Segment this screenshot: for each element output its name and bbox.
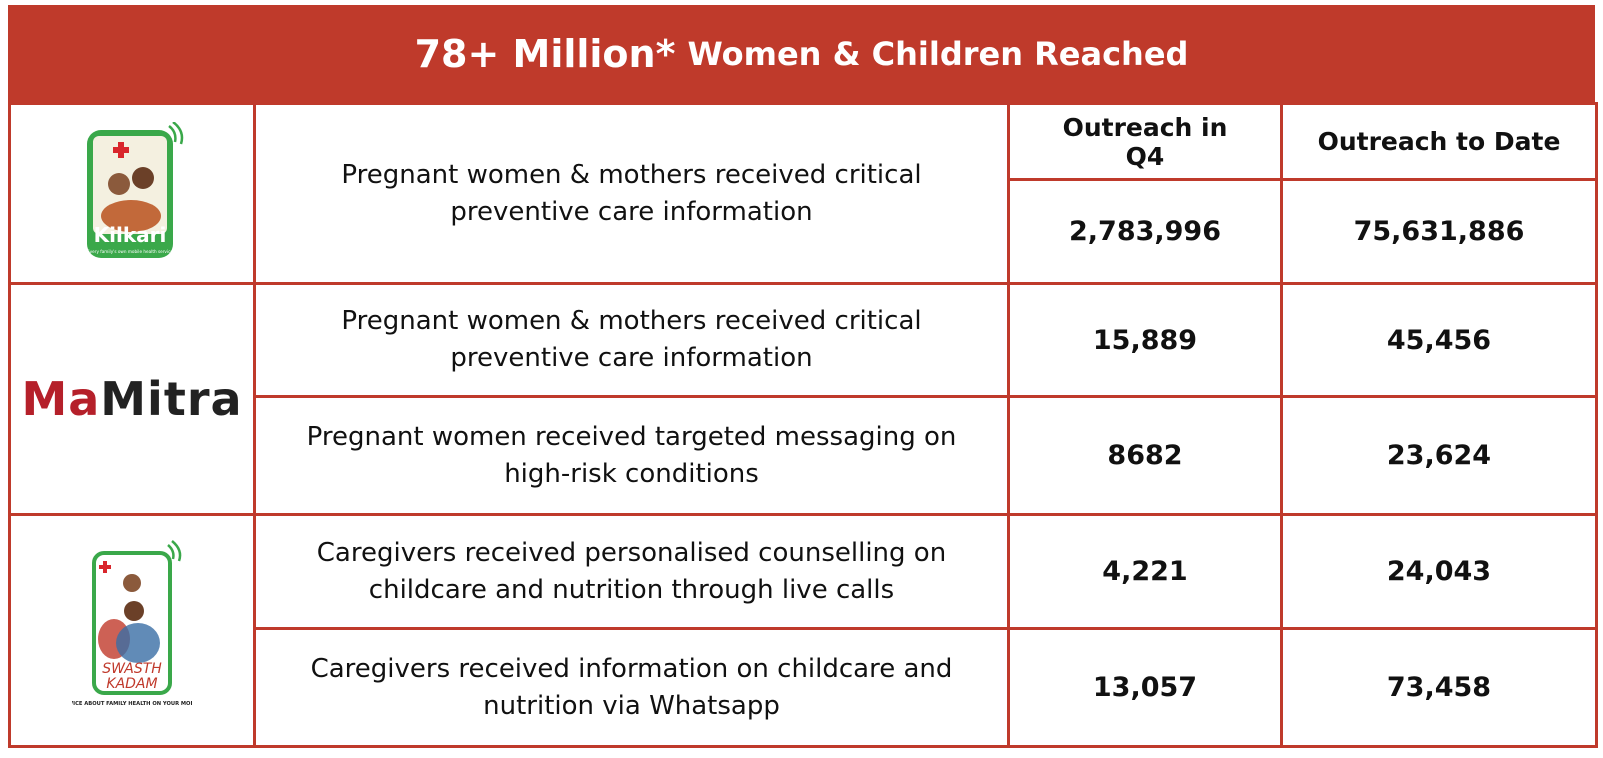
kilkari-logo: Kilkari Every family's own mobile health … xyxy=(77,122,187,262)
column-header: Outreach in Q4 xyxy=(1009,104,1282,180)
outreach-q4: 13,057 xyxy=(1009,629,1282,747)
cross-h xyxy=(99,565,111,569)
parent xyxy=(124,601,144,621)
title-bar: 78+ Million* Women & Children Reached xyxy=(8,5,1595,102)
title-rest: Women & Children Reached xyxy=(687,35,1188,73)
outreach-q4: 8682 xyxy=(1009,397,1282,515)
description: Pregnant women & mothers received critic… xyxy=(255,104,1009,284)
description: Pregnant women & mothers received critic… xyxy=(255,284,1009,397)
outreach-to-date: 45,456 xyxy=(1282,284,1597,397)
outreach-q4: 4,221 xyxy=(1009,515,1282,629)
child xyxy=(123,574,141,592)
logo-cell: Kilkari Every family's own mobile health … xyxy=(10,104,255,284)
kilkari-tagline: Every family's own mobile health service xyxy=(87,249,173,254)
title-emphasis: 78+ Million* xyxy=(415,32,676,76)
kadam: KADAM xyxy=(106,676,157,692)
mother xyxy=(108,173,130,195)
outreach-panel: 78+ Million* Women & Children Reached Ki… xyxy=(8,5,1595,748)
page: 78+ Million* Women & Children Reached Ki… xyxy=(0,0,1603,758)
outreach-to-date: 73,458 xyxy=(1282,629,1597,747)
outreach-q4: 15,889 xyxy=(1009,284,1282,397)
outreach-to-date: 24,043 xyxy=(1282,515,1597,629)
outreach-q4: 2,783,996 xyxy=(1009,180,1282,284)
mamitra-part1: Ma xyxy=(21,372,100,426)
mamitra-part2: Mitra xyxy=(100,372,242,426)
data-row: SWASTHKADAMADVICE ABOUT FAMILY HEALTH ON… xyxy=(10,515,1597,629)
cross-h xyxy=(113,147,129,153)
logo-cell: MaMitra xyxy=(10,284,255,515)
description: Caregivers received personalised counsel… xyxy=(255,515,1009,629)
description: Caregivers received information on child… xyxy=(255,629,1009,747)
outreach-to-date: 23,624 xyxy=(1282,397,1597,515)
outreach-table: Kilkari Every family's own mobile health … xyxy=(8,102,1598,748)
kilkari-name: Kilkari xyxy=(94,223,167,247)
swasth-tagline: ADVICE ABOUT FAMILY HEALTH ON YOUR MOBIL… xyxy=(72,701,192,707)
father xyxy=(132,167,154,189)
swasth: SWASTH xyxy=(102,661,162,677)
column-header: Outreach to Date xyxy=(1282,104,1597,180)
mamitra-logo: MaMitra xyxy=(11,372,253,426)
description: Pregnant women received targeted messagi… xyxy=(255,397,1009,515)
family xyxy=(116,623,160,663)
outreach-to-date: 75,631,886 xyxy=(1282,180,1597,284)
